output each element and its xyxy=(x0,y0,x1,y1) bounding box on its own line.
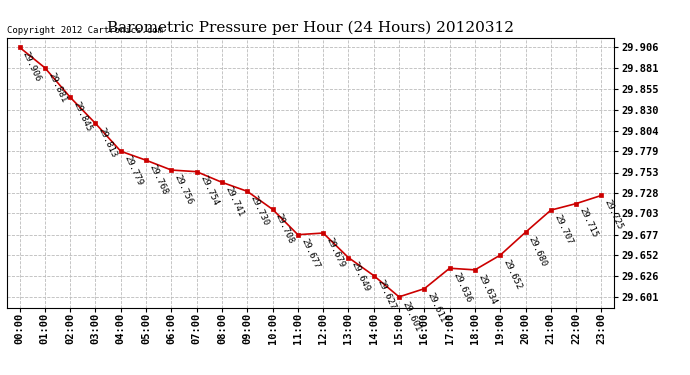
Text: 29.881: 29.881 xyxy=(46,70,68,104)
Text: 29.707: 29.707 xyxy=(552,213,574,246)
Text: 29.756: 29.756 xyxy=(172,173,195,206)
Text: 29.611: 29.611 xyxy=(426,291,448,324)
Text: 29.754: 29.754 xyxy=(198,174,220,207)
Text: 29.634: 29.634 xyxy=(476,273,498,306)
Text: 29.730: 29.730 xyxy=(248,194,270,227)
Text: 29.845: 29.845 xyxy=(72,100,93,133)
Text: 29.677: 29.677 xyxy=(299,237,321,270)
Text: 29.768: 29.768 xyxy=(148,163,169,196)
Text: 29.679: 29.679 xyxy=(324,236,346,269)
Text: 29.649: 29.649 xyxy=(350,260,372,293)
Text: 29.708: 29.708 xyxy=(274,212,296,245)
Text: 29.779: 29.779 xyxy=(122,154,144,187)
Text: 29.627: 29.627 xyxy=(375,278,397,311)
Text: 29.601: 29.601 xyxy=(400,300,422,333)
Text: 29.725: 29.725 xyxy=(603,198,624,231)
Text: 29.652: 29.652 xyxy=(502,258,524,291)
Text: 29.715: 29.715 xyxy=(578,206,600,239)
Text: 29.741: 29.741 xyxy=(224,185,245,218)
Text: 29.636: 29.636 xyxy=(451,271,473,304)
Title: Barometric Pressure per Hour (24 Hours) 20120312: Barometric Pressure per Hour (24 Hours) … xyxy=(107,21,514,35)
Text: 29.680: 29.680 xyxy=(527,235,549,268)
Text: 29.906: 29.906 xyxy=(21,50,43,83)
Text: 29.813: 29.813 xyxy=(97,126,119,159)
Text: Copyright 2012 Cartronics.com: Copyright 2012 Cartronics.com xyxy=(7,26,163,35)
